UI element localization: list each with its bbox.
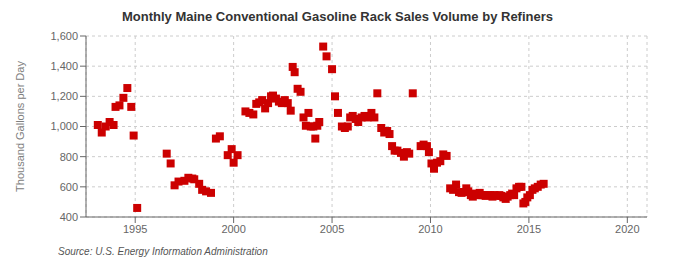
svg-text:800: 800: [60, 151, 78, 163]
svg-text:2010: 2010: [418, 223, 442, 235]
svg-text:1995: 1995: [123, 223, 147, 235]
svg-text:2020: 2020: [615, 223, 639, 235]
svg-text:1,200: 1,200: [50, 90, 78, 102]
svg-text:Thousand Gallons per Day: Thousand Gallons per Day: [14, 61, 26, 192]
svg-text:2015: 2015: [517, 223, 541, 235]
html-text:Source: U.S. Energy Informatio: Source: U.S. Energy Information Administ…: [58, 246, 268, 257]
svg-text:2005: 2005: [320, 223, 344, 235]
html-text:Monthly Maine Conventional Gas: Monthly Maine Conventional Gasoline Rack…: [122, 9, 553, 24]
svg-text:2000: 2000: [221, 223, 245, 235]
svg-text:400: 400: [60, 211, 78, 223]
svg-text:1,400: 1,400: [50, 60, 78, 72]
svg-text:600: 600: [60, 181, 78, 193]
svg-text:1,600: 1,600: [50, 30, 78, 42]
svg-text:1,000: 1,000: [50, 120, 78, 132]
